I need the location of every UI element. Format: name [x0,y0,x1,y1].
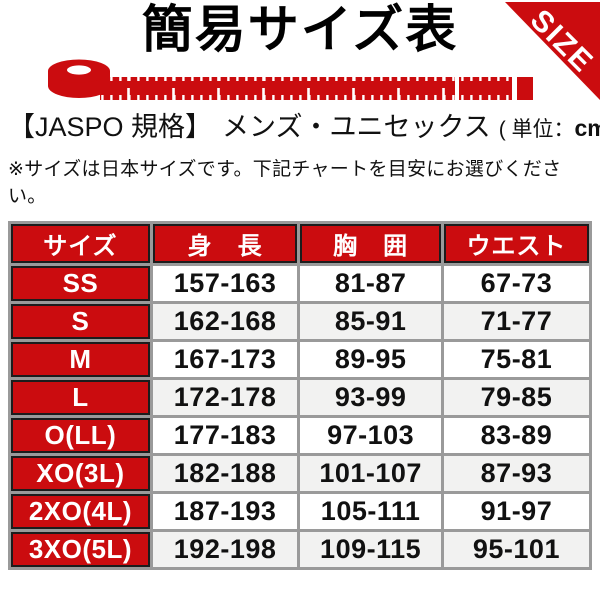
waist-value: 79-85 [443,380,589,416]
size-label: 2XO(4L) [11,494,150,530]
chest-value: 97-103 [300,418,441,454]
table-row: SS 157-163 81-87 67-73 [11,266,589,302]
column-header-height: 身 長 [152,224,298,264]
chest-value: 81-87 [300,266,441,302]
size-label: O(LL) [11,418,150,454]
table-row: XO(3L) 182-188 101-107 87-93 [11,456,589,492]
header: 簡易サイズ表 SIZE [0,2,600,102]
page-title: 簡易サイズ表 [141,1,459,58]
table-row: 3XO(5L) 192-198 109-115 95-101 [11,532,589,568]
unit-value: cm [574,115,600,142]
table-row: 2XO(4L) 187-193 105-111 91-97 [11,494,589,530]
note-text: ※サイズは日本サイズです。下記チャートを目安にお選びください。 [8,159,562,208]
chest-value: 105-111 [300,494,441,530]
waist-value: 71-77 [443,304,589,340]
column-header-waist: ウエスト [443,224,589,264]
chest-value: 85-91 [300,304,441,340]
chest-value: 109-115 [300,532,441,568]
column-header-size: サイズ [11,224,150,264]
waist-value: 83-89 [443,418,589,454]
column-header-chest: 胸 囲 [300,224,441,264]
size-table: サイズ 身 長 胸 囲 ウエスト SS 157-163 81-87 67-73 … [8,221,592,571]
unit-label: ( 単位：cm) [499,113,600,143]
table-row: M 167-173 89-95 75-81 [11,342,589,378]
height-value: 157-163 [152,266,298,302]
size-label: S [11,304,150,340]
size-label: L [11,380,150,416]
unit-prefix: ( 単位： [498,118,575,142]
size-label: 3XO(5L) [11,532,150,568]
height-value: 192-198 [152,532,298,568]
height-value: 187-193 [152,494,298,530]
standard-label: 【JASPO 規格】 [8,112,213,143]
chest-value: 93-99 [300,380,441,416]
height-value: 182-188 [152,456,298,492]
category-label: メンズ・ユニセックス [222,112,491,143]
waist-value: 91-97 [443,494,589,530]
size-label: XO(3L) [11,456,150,492]
chest-value: 101-107 [300,456,441,492]
height-value: 177-183 [152,418,298,454]
waist-value: 87-93 [443,456,589,492]
table-row: O(LL) 177-183 97-103 83-89 [11,418,589,454]
subheader: 【JASPO 規格】 メンズ・ユニセックス ( 単位：cm) [8,105,600,144]
size-label: M [11,342,150,378]
height-value: 162-168 [152,304,298,340]
measuring-tape-icon [44,58,600,102]
size-label: SS [11,266,150,302]
table-row: L 172-178 93-99 79-85 [11,380,589,416]
table-row: S 162-168 85-91 71-77 [11,304,589,340]
waist-value: 95-101 [443,532,589,568]
chest-value: 89-95 [300,342,441,378]
height-value: 172-178 [152,380,298,416]
waist-value: 75-81 [443,342,589,378]
height-value: 167-173 [152,342,298,378]
waist-value: 67-73 [443,266,589,302]
table-header-row: サイズ 身 長 胸 囲 ウエスト [11,224,589,264]
